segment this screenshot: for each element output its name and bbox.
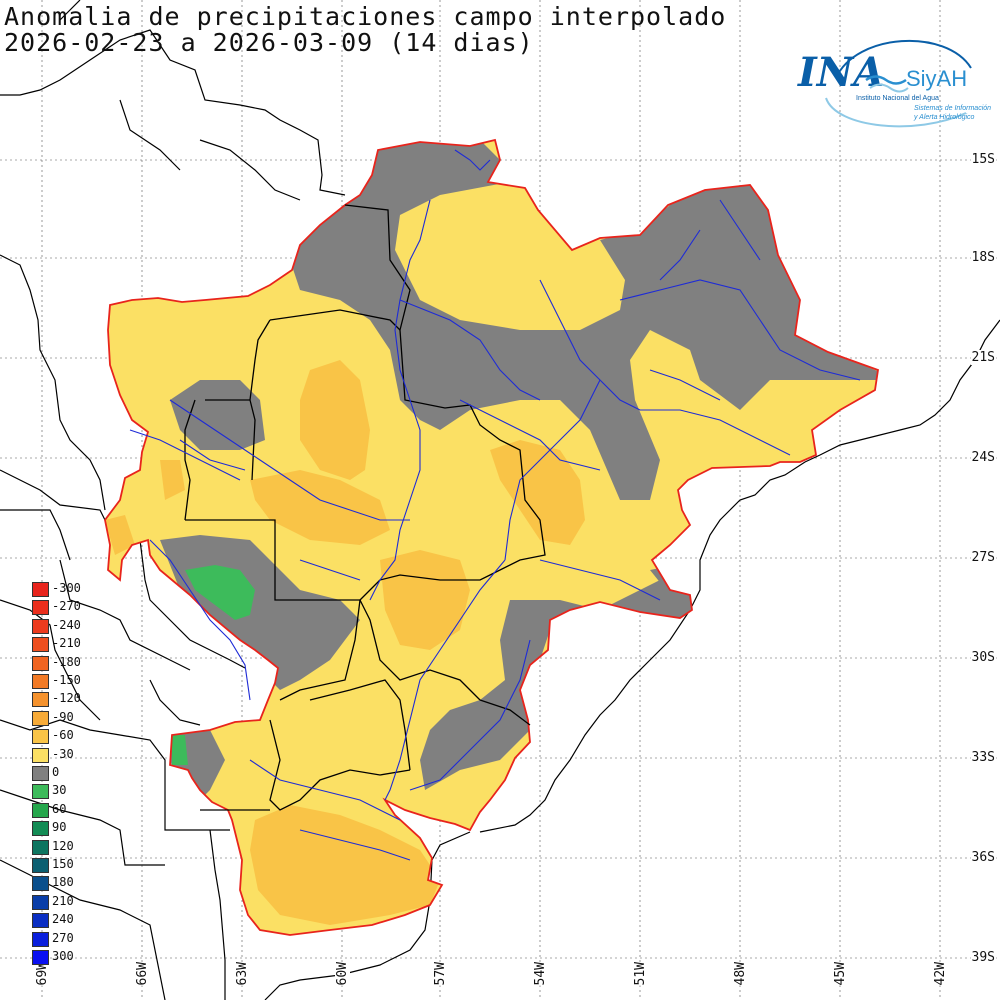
- legend-label: -60: [52, 728, 74, 743]
- latitude-label: 33S: [970, 750, 996, 765]
- legend-swatch: [32, 655, 49, 671]
- legend-label: -300: [52, 581, 81, 595]
- legend-label: -150: [52, 673, 81, 687]
- legend-item: -150: [32, 672, 112, 689]
- legend-swatch: [32, 637, 49, 653]
- legend-item: 30: [32, 782, 112, 800]
- latitude-label: 27S: [970, 550, 996, 565]
- latitude-label: 24S: [970, 450, 996, 465]
- legend-item: -90: [32, 709, 112, 726]
- legend-item: -240: [32, 617, 112, 634]
- map-date-range: 2026-02-23 a 2026-03-09 (14 dias): [4, 28, 534, 57]
- logo-brand: INA: [797, 49, 884, 96]
- legend-item: 210: [32, 893, 112, 910]
- legend-swatch: [32, 839, 49, 855]
- legend-label: 300: [52, 949, 74, 963]
- latitude-label: 36S: [970, 850, 996, 865]
- legend-item: -120: [32, 690, 112, 708]
- legend-item: 60: [32, 801, 112, 818]
- legend-label: 270: [52, 930, 74, 945]
- latitude-label: 30S: [970, 650, 996, 665]
- longitude-label: 48W: [733, 962, 748, 986]
- ina-siyah-logo: INA SiyAH Instituto Nacional del Agua Si…: [797, 39, 991, 128]
- legend-item: -180: [32, 654, 112, 671]
- longitude-label: 51W: [633, 962, 648, 986]
- legend-item: 240: [32, 911, 112, 929]
- legend-swatch: [32, 950, 49, 965]
- legend-swatch: [32, 766, 49, 781]
- legend-label: 30: [52, 783, 67, 798]
- rivers: [129, 149, 861, 861]
- legend-swatch: [32, 582, 49, 597]
- legend-label: -120: [52, 691, 81, 706]
- latitude-label: 39S: [970, 950, 996, 965]
- legend-label: 240: [52, 912, 74, 927]
- coastline: [264, 319, 1000, 1000]
- legend-swatch: [32, 747, 49, 763]
- legend-swatch: [32, 913, 49, 929]
- legend-label: 120: [52, 838, 74, 853]
- legend-label: -90: [52, 709, 74, 724]
- legend-swatch: [32, 600, 49, 616]
- legend-label: -30: [52, 746, 74, 761]
- legend-item: -210: [32, 635, 112, 653]
- logo-subtitle-3: y Alerta Hidrológico: [913, 114, 975, 121]
- legend-item: -30: [32, 746, 112, 763]
- longitude-label: 54W: [533, 962, 548, 986]
- legend-item: 270: [32, 930, 112, 947]
- legend-swatch: [32, 931, 49, 947]
- legend-label: 60: [52, 801, 67, 816]
- longitude-label: 69W: [35, 962, 50, 986]
- legend-item: -60: [32, 727, 112, 745]
- longitude-label: 42W: [933, 962, 948, 986]
- legend-swatch: [32, 784, 49, 800]
- legend-item: 120: [32, 838, 112, 855]
- legend-label: -270: [52, 599, 81, 614]
- longitude-label: 45W: [833, 962, 848, 986]
- legend-swatch: [32, 618, 49, 634]
- longitude-label: 63W: [235, 962, 250, 986]
- latitude-label: 18S: [970, 250, 996, 265]
- legend-item: -300: [32, 580, 112, 597]
- legend-label: 0: [52, 765, 60, 779]
- longitude-label: 60W: [335, 962, 350, 986]
- legend-item: -270: [32, 598, 112, 616]
- legend-label: 210: [52, 893, 74, 908]
- legend-swatch: [32, 674, 49, 689]
- legend-swatch: [32, 729, 49, 745]
- logo-subtitle-2: Sistemas de Información: [914, 105, 991, 112]
- legend-item: 0: [32, 764, 112, 781]
- longitude-label: 66W: [135, 962, 150, 986]
- latitude-label: 15S: [970, 152, 996, 167]
- basin-outline: [104, 138, 879, 936]
- legend-swatch: [32, 802, 49, 818]
- legend-swatch: [32, 894, 49, 910]
- legend-label: -210: [52, 636, 81, 651]
- legend-label: 150: [52, 857, 74, 871]
- legend-swatch: [32, 821, 49, 837]
- latitude-label: 21S: [970, 350, 996, 365]
- longitude-label: 57W: [433, 962, 448, 986]
- legend-label: 180: [52, 875, 74, 890]
- legend-label: -180: [52, 654, 81, 669]
- map-title: Anomalia de precipitaciones campo interp…: [4, 2, 727, 31]
- logo-brand-secondary: SiyAH: [906, 66, 967, 91]
- legend-item: 180: [32, 874, 112, 892]
- legend-item: 150: [32, 856, 112, 873]
- legend-swatch: [32, 858, 49, 873]
- legend-label: -240: [52, 617, 81, 632]
- legend-item: 300: [32, 948, 112, 965]
- internal-borders: [184, 204, 546, 811]
- legend-label: 90: [52, 820, 67, 835]
- legend-swatch: [32, 710, 49, 726]
- legend-swatch: [32, 692, 49, 708]
- legend-swatch: [32, 876, 49, 892]
- legend-item: 90: [32, 819, 112, 837]
- logo-subtitle-1: Instituto Nacional del Agua: [856, 95, 939, 102]
